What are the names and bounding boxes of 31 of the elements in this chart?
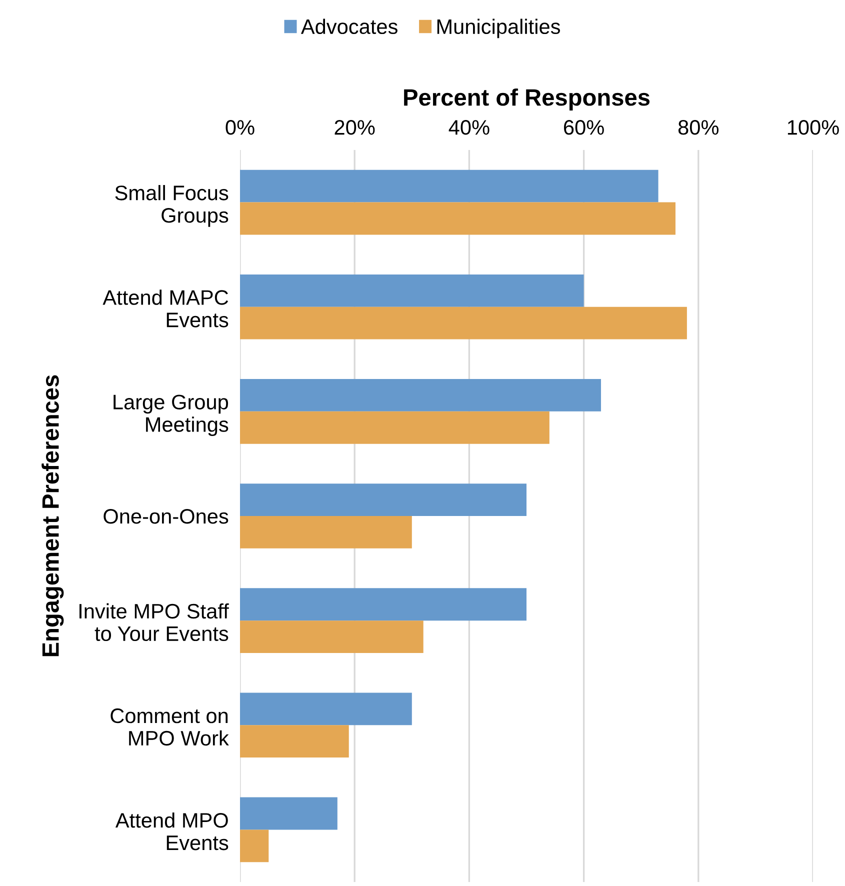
y-tick-label: Small Focus Groups (115, 185, 228, 227)
legend-label: Advocates (300, 18, 398, 34)
y-tick-label: Attend MPO Events (115, 812, 228, 850)
y-axis-title: Engagement Preferences (42, 375, 64, 656)
bar (240, 588, 526, 621)
x-tick-label: 80% (678, 120, 719, 135)
bar (240, 620, 424, 653)
bar (240, 797, 338, 830)
y-tick-label: Comment on MPO Work (110, 708, 229, 746)
x-tick-label: 40% (448, 120, 490, 135)
bar (240, 306, 687, 340)
x-axis-title: Percent of Responses (404, 88, 650, 110)
bar (240, 170, 658, 202)
x-tick-label: 20% (334, 120, 375, 135)
x-tick-label: 100% (788, 120, 839, 135)
bar (240, 274, 584, 307)
bar (240, 516, 412, 548)
bar (240, 830, 269, 862)
legend-label: Municipalities (437, 18, 560, 38)
x-tick-label: 0% (226, 120, 254, 135)
y-tick-label: One-on-Ones (104, 509, 228, 524)
bar (240, 202, 676, 235)
bar (240, 484, 526, 516)
bar (240, 411, 550, 444)
y-tick-label: Invite MPO Staff to Your Events (80, 603, 229, 642)
y-tick-label: Large Group Meetings (114, 394, 228, 436)
bar (240, 692, 412, 726)
bar (240, 725, 349, 758)
y-tick-label: Attend MAPC Events (102, 290, 228, 328)
bar (240, 379, 601, 412)
x-tick-label: 60% (564, 120, 604, 135)
